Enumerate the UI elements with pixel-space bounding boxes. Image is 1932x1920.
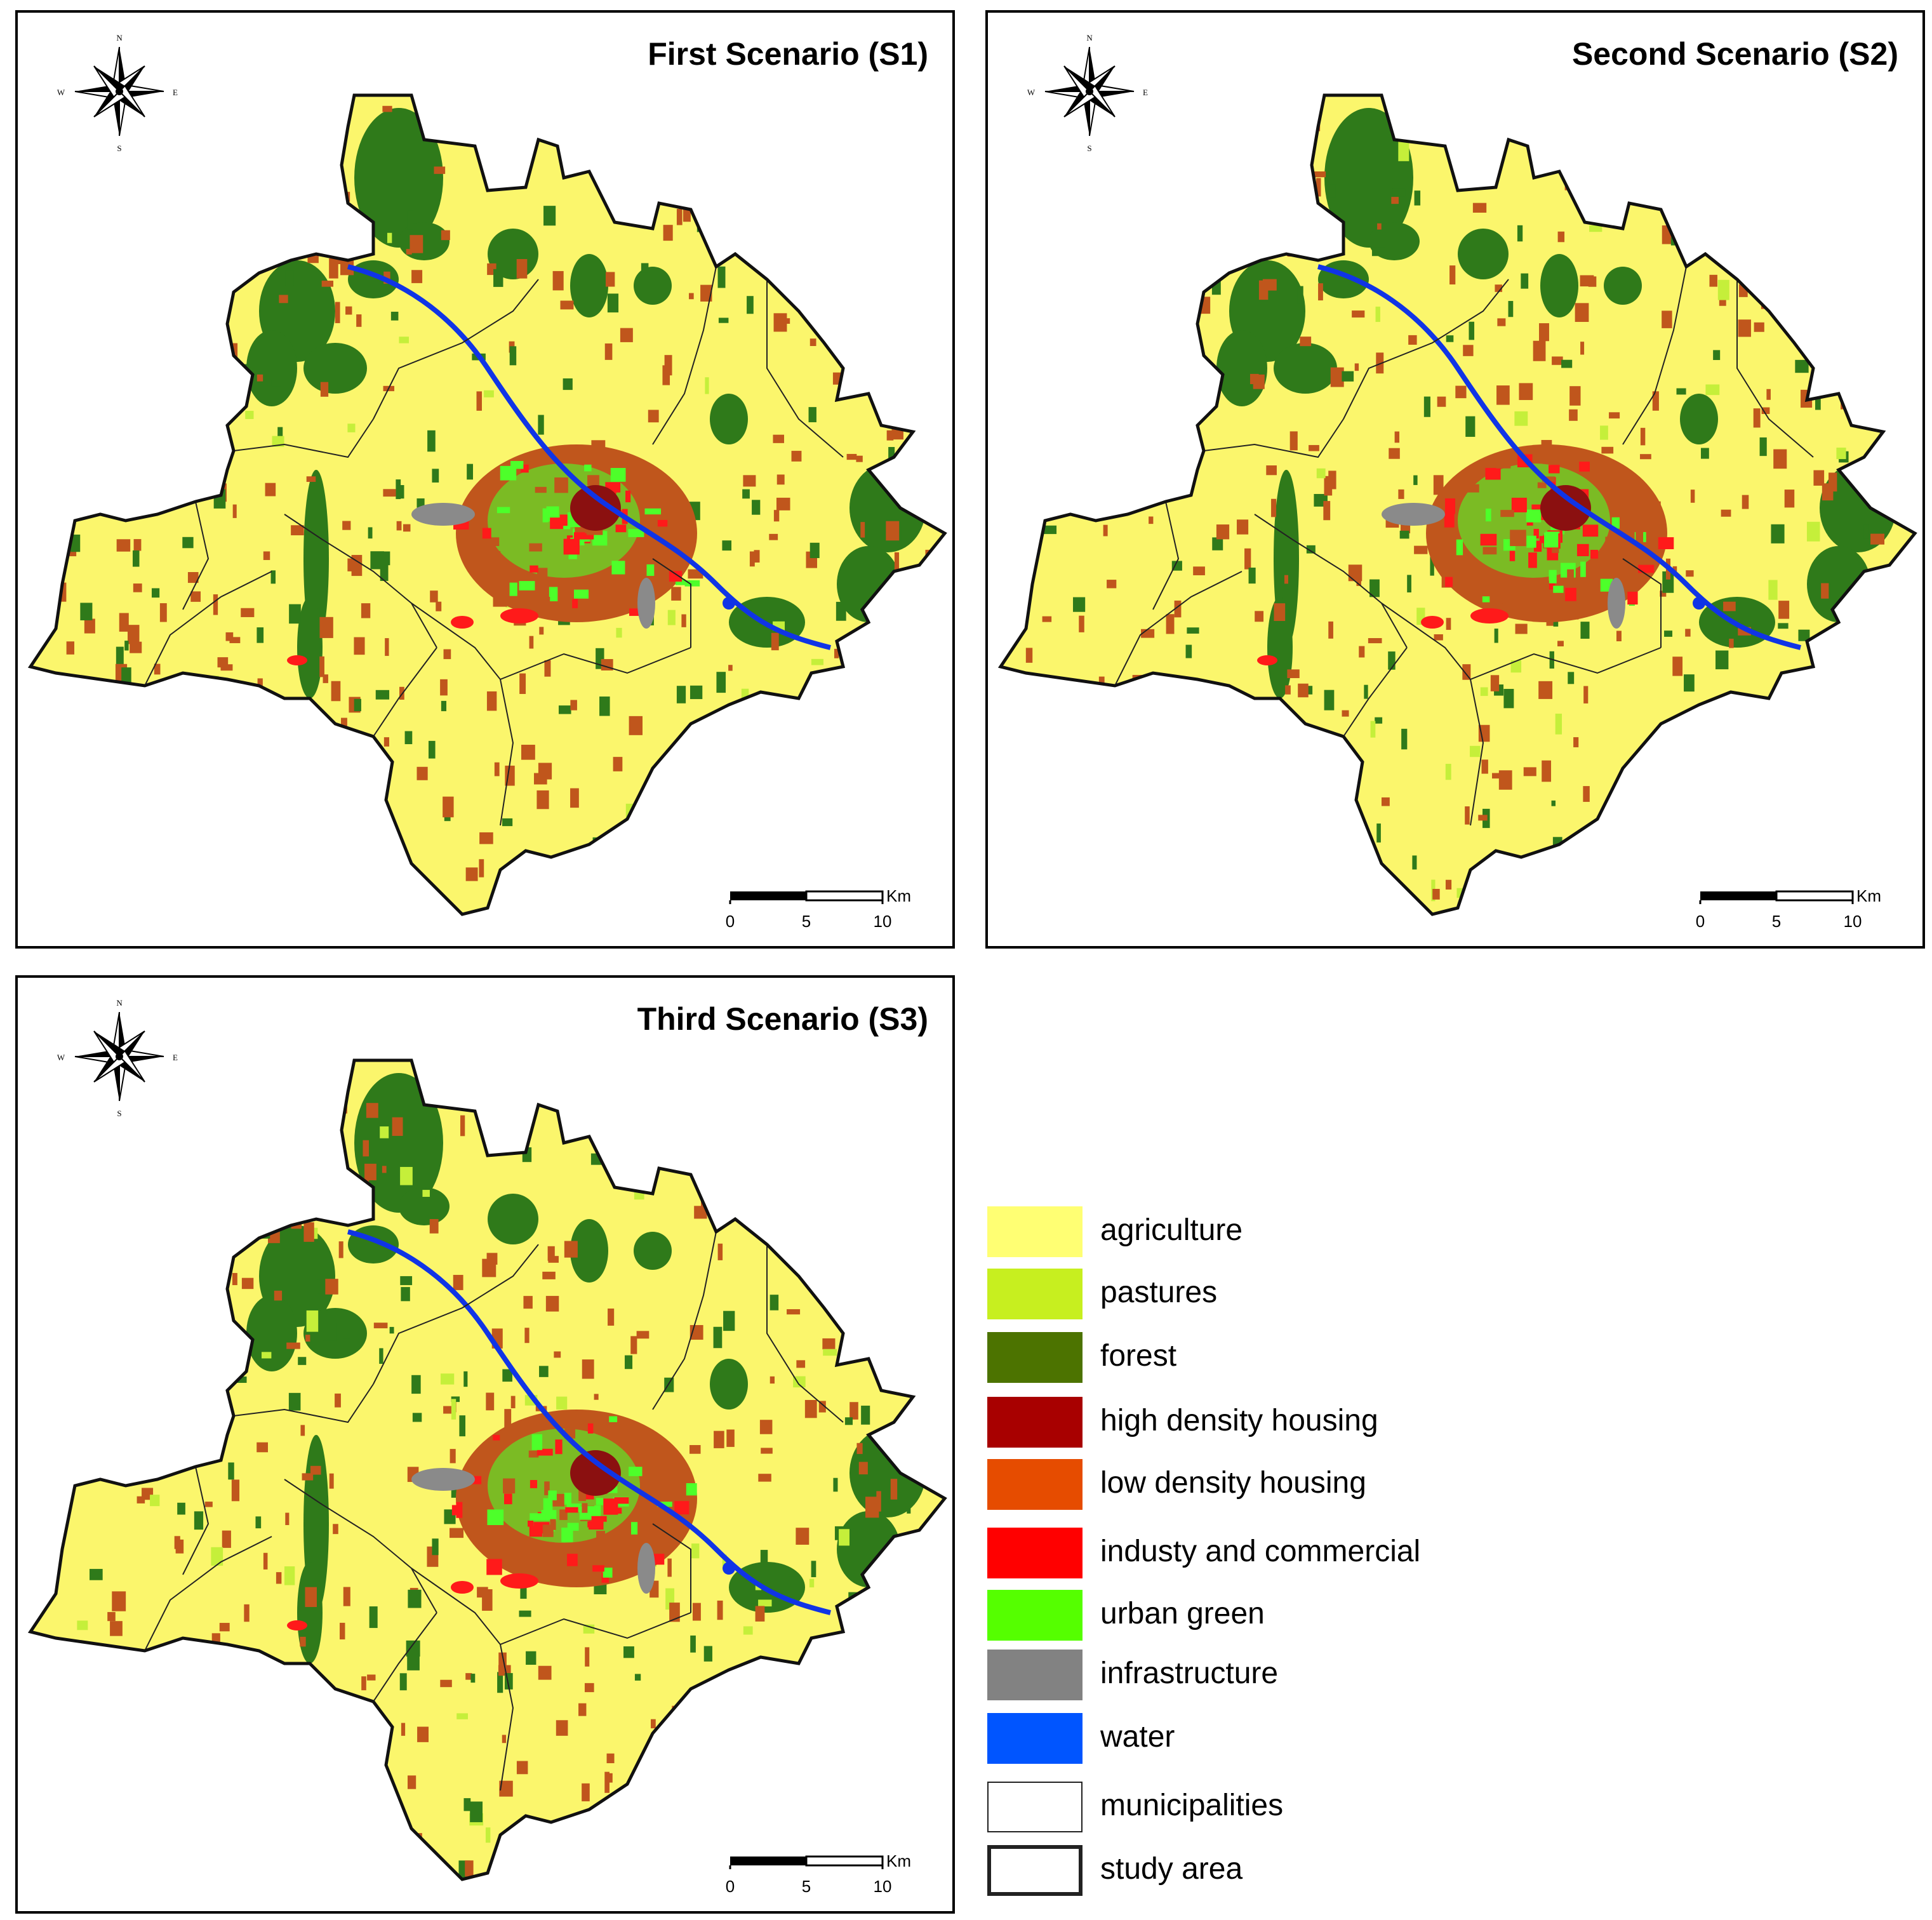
legend-item-forest: forest: [987, 1332, 1622, 1384]
scale-bar: Km 0 5 10: [1696, 886, 1881, 931]
svg-text:N: N: [1086, 33, 1093, 43]
legend-item-infrastructure: infrastructure: [987, 1650, 1622, 1702]
svg-text:10: 10: [1844, 912, 1862, 931]
panel-title: Third Scenario (S3): [637, 1001, 928, 1037]
legend-swatch: [987, 1650, 1083, 1700]
svg-text:5: 5: [802, 912, 811, 931]
legend-label: study area: [1100, 1852, 1243, 1886]
north-arrow-icon: N S E W: [1027, 33, 1148, 153]
svg-text:5: 5: [1772, 912, 1781, 931]
legend-swatch: [987, 1713, 1083, 1764]
svg-text:0: 0: [1696, 912, 1705, 931]
legend-label: industy and commercial: [1100, 1535, 1421, 1568]
map-panel-s2: N S E W Second Scenario (S2) Km 0 5 10: [985, 10, 1925, 949]
legend-label: agriculture: [1100, 1213, 1243, 1247]
legend-item-high-density-housing: high density housing: [987, 1397, 1622, 1449]
legend-label: high density housing: [1100, 1404, 1378, 1437]
land-use-map-s1: [27, 93, 947, 916]
legend-item-industry-commercial: industy and commercial: [987, 1528, 1622, 1580]
svg-text:S: S: [117, 143, 121, 153]
legend-swatch: [987, 1206, 1083, 1257]
north-arrow-icon: N S E W: [57, 33, 178, 153]
legend-item-urban-green: urban green: [987, 1590, 1622, 1642]
legend-label: low density housing: [1100, 1466, 1366, 1500]
map-panel-s1: N S E W First Scenario (S1) Km 0 5 10: [15, 10, 955, 949]
svg-text:S: S: [117, 1109, 121, 1118]
north-arrow-icon: N S E W: [57, 998, 178, 1118]
svg-text:E: E: [1143, 88, 1148, 97]
legend-swatch: [987, 1782, 1083, 1832]
panel-title: First Scenario (S1): [648, 36, 928, 72]
svg-text:N: N: [116, 33, 123, 43]
legend-label: infrastructure: [1100, 1657, 1279, 1690]
legend-swatch: [987, 1397, 1083, 1448]
land-use-map-s2: [997, 93, 1917, 916]
legend-item-pastures: pastures: [987, 1269, 1622, 1321]
legend-item-study-area: study area: [987, 1845, 1622, 1897]
svg-text:0: 0: [726, 1877, 735, 1896]
legend-label: municipalities: [1100, 1789, 1284, 1822]
svg-text:W: W: [1027, 88, 1036, 97]
legend-item-municipalities: municipalities: [987, 1782, 1622, 1834]
svg-text:Km: Km: [886, 886, 911, 905]
legend-swatch: [987, 1269, 1083, 1319]
legend-swatch: [987, 1459, 1083, 1510]
svg-text:0: 0: [726, 912, 735, 931]
legend-label: urban green: [1100, 1597, 1265, 1630]
legend-item-low-density-housing: low density housing: [987, 1459, 1622, 1511]
legend-item-agriculture: agriculture: [987, 1206, 1622, 1258]
legend-swatch: [987, 1845, 1083, 1896]
scale-bar: Km 0 5 10: [726, 1851, 911, 1896]
svg-text:E: E: [173, 88, 178, 97]
panel-title: Second Scenario (S2): [1571, 36, 1898, 72]
svg-text:10: 10: [874, 912, 892, 931]
svg-text:N: N: [116, 998, 123, 1008]
svg-text:E: E: [173, 1053, 178, 1062]
land-use-map-s3: [27, 1058, 947, 1881]
svg-text:10: 10: [874, 1877, 892, 1896]
legend-label: pastures: [1100, 1276, 1218, 1309]
svg-text:S: S: [1087, 143, 1091, 153]
legend-swatch: [987, 1590, 1083, 1641]
svg-text:5: 5: [802, 1877, 811, 1896]
legend-label: forest: [1100, 1339, 1177, 1373]
legend-swatch: [987, 1332, 1083, 1383]
svg-text:W: W: [57, 88, 65, 97]
map-panel-s3: N S E W Third Scenario (S3) Km 0 5 10: [15, 975, 955, 1914]
svg-text:Km: Km: [1856, 886, 1881, 905]
svg-text:Km: Km: [886, 1851, 911, 1870]
legend-swatch: [987, 1528, 1083, 1578]
legend-item-water: water: [987, 1713, 1622, 1765]
scale-bar: Km 0 5 10: [726, 886, 911, 931]
legend-label: water: [1100, 1720, 1175, 1754]
svg-text:W: W: [57, 1053, 65, 1062]
map-legend: agriculture pastures forest high density…: [987, 1206, 1622, 1911]
